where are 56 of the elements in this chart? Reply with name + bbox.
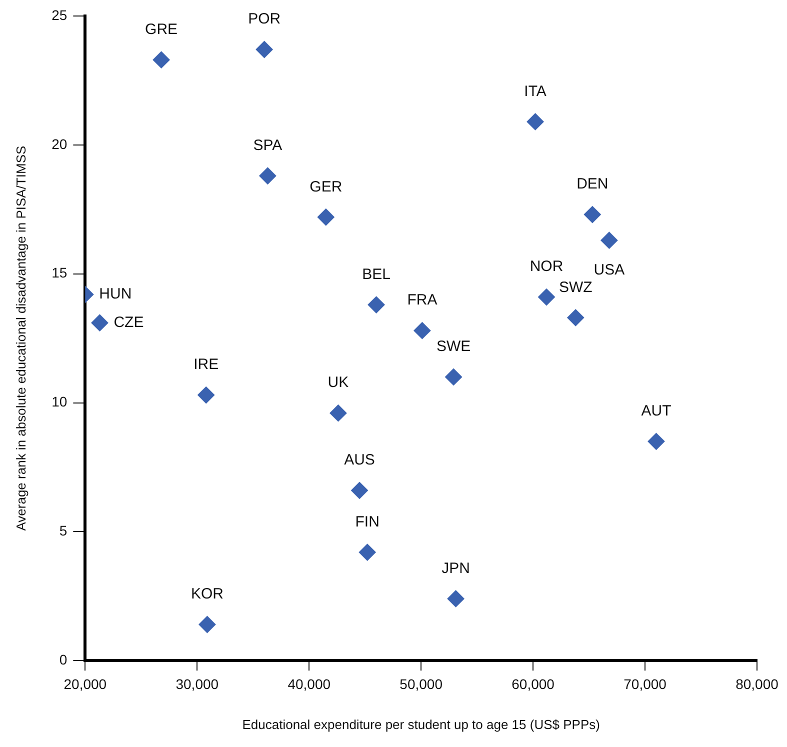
x-axis-title: Educational expenditure per student up to age 15 (US$ PPPs) xyxy=(242,716,600,732)
annotation: FIN xyxy=(355,513,380,530)
point xyxy=(600,232,618,249)
annotation: GRE xyxy=(145,20,178,38)
x-tick-label: 80,000 xyxy=(736,676,779,692)
point xyxy=(414,322,431,340)
x-tick-label: 70,000 xyxy=(624,676,667,692)
x-tick-label: 20,000 xyxy=(64,676,107,692)
point xyxy=(447,590,464,608)
annotation: FRA xyxy=(407,292,438,309)
x-tick-label: 60,000 xyxy=(512,676,555,692)
annotation: KOR xyxy=(190,586,224,603)
annotation: CZE xyxy=(114,314,144,331)
point xyxy=(648,432,665,450)
annotation: UK xyxy=(328,374,349,392)
x-tick-label: 30,000 xyxy=(176,676,219,692)
point xyxy=(91,314,108,332)
point xyxy=(445,368,462,386)
annotation: AUT xyxy=(641,402,672,420)
annotation: GER xyxy=(310,178,342,196)
annotation: SWZ xyxy=(558,278,592,296)
point xyxy=(584,206,601,224)
point xyxy=(567,309,584,326)
annotation: DEN xyxy=(576,176,608,193)
annotation: SWE xyxy=(436,338,471,356)
x-tick-label: 40,000 xyxy=(288,676,331,692)
y-tick-label: 10 xyxy=(52,394,68,410)
annotation: BEL xyxy=(362,266,390,283)
y-tick-label: 5 xyxy=(59,522,68,539)
annotation: HUN xyxy=(99,286,132,303)
point xyxy=(526,113,544,130)
point xyxy=(259,167,276,184)
point xyxy=(198,386,215,404)
point xyxy=(256,41,273,58)
point xyxy=(351,482,368,499)
annotation: SPA xyxy=(253,137,282,154)
point xyxy=(368,296,385,314)
point xyxy=(358,544,376,561)
x-tick-label: 50,000 xyxy=(400,676,443,692)
point xyxy=(317,208,334,226)
annotation: POR xyxy=(248,10,281,28)
annotation: IRE xyxy=(194,356,219,374)
point xyxy=(330,404,347,422)
y-tick-label: 0 xyxy=(59,651,68,668)
point xyxy=(152,51,170,68)
annotation: NOR xyxy=(530,258,564,276)
y-axis-title: Average rank in absolute educational disadvantage in PISA/TIMSS xyxy=(13,146,28,531)
annotation: AUS xyxy=(344,452,375,469)
annotation: JPN xyxy=(442,560,470,577)
point xyxy=(538,288,555,306)
annotation: USA xyxy=(594,261,625,278)
annotation: ITA xyxy=(524,82,546,100)
y-tick-label: 20 xyxy=(52,136,68,152)
y-tick-label: 25 xyxy=(52,6,68,23)
point xyxy=(198,616,216,634)
y-tick-label: 15 xyxy=(52,264,68,281)
